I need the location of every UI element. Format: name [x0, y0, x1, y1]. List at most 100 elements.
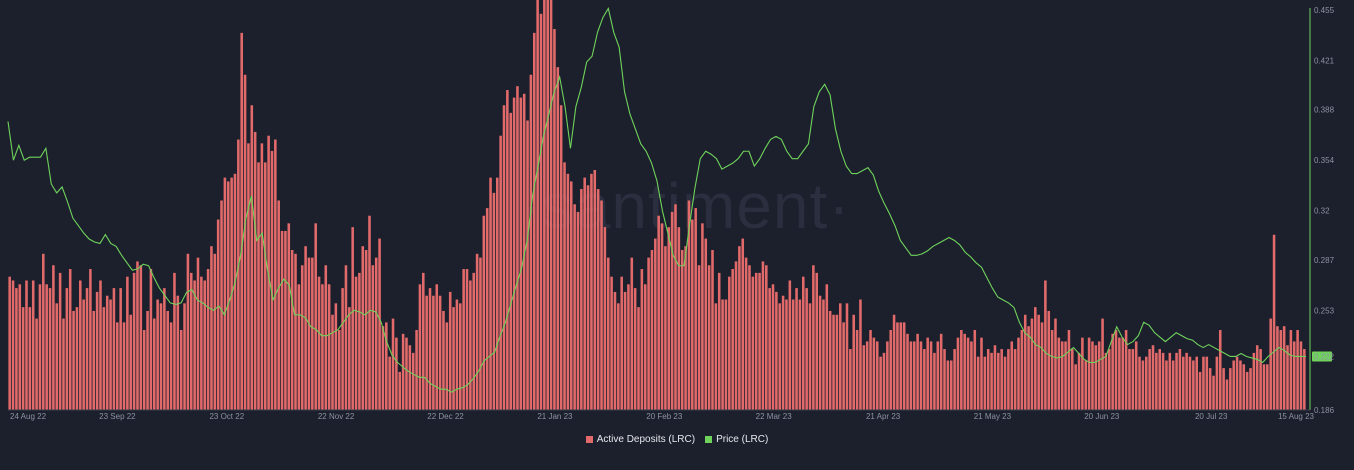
- deposit-bar: [1165, 360, 1168, 410]
- deposit-bar: [872, 337, 876, 410]
- deposit-bar: [203, 280, 206, 410]
- deposit-bar: [993, 345, 997, 410]
- deposit-bar: [485, 208, 489, 410]
- deposit-bar: [65, 288, 69, 410]
- deposit-bar: [1245, 371, 1249, 410]
- deposit-bar: [956, 337, 960, 410]
- deposit-bar: [929, 341, 933, 410]
- deposit-bar: [1148, 349, 1151, 410]
- deposit-bar: [1027, 326, 1030, 410]
- deposit-bar: [802, 276, 805, 410]
- deposit-bar: [640, 269, 644, 410]
- y-tick-label: 0.253: [1314, 306, 1335, 315]
- x-tick-label: 23 Sep 22: [99, 412, 136, 421]
- deposit-bar: [512, 97, 516, 411]
- legend-item-price[interactable]: Price (LRC): [705, 434, 768, 445]
- deposit-bar: [1192, 360, 1195, 410]
- deposit-bar: [1138, 356, 1141, 410]
- deposit-bar: [25, 280, 28, 410]
- deposit-bar: [18, 284, 22, 410]
- deposit-bar: [297, 284, 301, 410]
- deposit-bar: [52, 265, 55, 410]
- deposit-bar: [163, 288, 166, 410]
- deposit-bar: [31, 280, 35, 410]
- deposit-bar: [448, 291, 452, 410]
- deposit-bar: [926, 337, 929, 410]
- deposit-bar: [1208, 368, 1212, 410]
- deposit-bar: [1081, 337, 1084, 410]
- deposit-bar: [139, 265, 143, 410]
- deposit-bar: [1299, 341, 1303, 410]
- deposit-bar: [89, 269, 92, 410]
- deposit-bar: [744, 257, 748, 410]
- deposit-bar: [549, 0, 553, 410]
- deposit-bar: [422, 272, 425, 410]
- deposit-bar: [1071, 349, 1074, 410]
- deposit-bar: [1205, 356, 1209, 410]
- deposit-bar: [263, 162, 267, 410]
- deposit-bar: [1091, 341, 1094, 410]
- deposit-bar: [566, 173, 570, 410]
- deposit-bar: [1168, 352, 1172, 410]
- deposit-bar: [506, 90, 509, 410]
- deposit-bar: [122, 322, 126, 410]
- deposit-bar: [105, 295, 109, 410]
- deposit-bar: [808, 303, 812, 410]
- deposit-bar: [734, 261, 738, 410]
- x-axis-ticks: 24 Aug 22 23 Sep 22 23 Oct 22 22 Nov 22 22 D…: [10, 412, 1315, 421]
- deposit-bar: [933, 352, 936, 410]
- deposit-bar: [606, 257, 610, 410]
- deposit-bar: [1054, 318, 1057, 410]
- deposit-bar: [1212, 375, 1215, 410]
- deposit-bar: [176, 295, 180, 410]
- current-price-badge: 0.222: [1312, 351, 1335, 362]
- deposit-bar: [603, 227, 607, 410]
- deposit-bar: [1266, 364, 1269, 410]
- deposit-bar: [82, 299, 85, 410]
- deposit-bar: [822, 299, 825, 410]
- deposit-bar: [758, 272, 761, 410]
- deposit-bar: [475, 253, 479, 410]
- deposit-bar: [667, 227, 671, 410]
- deposit-bar: [21, 307, 25, 410]
- deposit-bar: [563, 162, 566, 410]
- deposit-bar: [701, 223, 704, 410]
- deposit-bar: [516, 86, 519, 410]
- deposit-bar: [916, 333, 919, 410]
- deposit-bar: [1108, 349, 1111, 410]
- deposit-bar: [859, 299, 862, 410]
- deposit-bar: [1215, 356, 1219, 410]
- deposit-bar: [304, 246, 307, 410]
- deposit-bar: [1151, 345, 1155, 410]
- deposit-bar: [674, 204, 677, 410]
- deposit-bar: [559, 105, 563, 411]
- deposit-bar: [173, 272, 176, 410]
- deposit-bar: [1155, 352, 1158, 410]
- deposit-bar: [35, 318, 38, 410]
- deposit-bar: [102, 307, 106, 410]
- deposit-bar: [865, 341, 869, 410]
- deposit-bar: [206, 269, 210, 410]
- deposit-bar: [738, 246, 741, 410]
- deposit-bar: [1222, 368, 1225, 410]
- deposit-bar: [949, 360, 953, 410]
- deposit-bar: [1249, 368, 1252, 410]
- deposit-bar: [153, 318, 156, 410]
- deposit-bar: [946, 360, 950, 410]
- deposit-bar: [210, 246, 213, 410]
- deposit-bar: [398, 371, 402, 410]
- deposit-bar: [1202, 356, 1205, 410]
- deposit-bar: [495, 177, 499, 410]
- deposit-bar: [169, 322, 173, 410]
- deposit-bar: [445, 322, 449, 410]
- deposit-bar: [361, 246, 365, 410]
- deposit-bar: [596, 189, 600, 410]
- deposit-bar: [818, 295, 822, 410]
- legend: Active Deposits (LRC) Price (LRC): [0, 434, 1354, 445]
- deposit-bar: [99, 280, 102, 410]
- deposit-bar: [919, 341, 923, 410]
- deposit-bar: [976, 356, 980, 410]
- legend-item-deposits[interactable]: Active Deposits (LRC): [585, 434, 695, 445]
- deposit-bar: [664, 246, 667, 410]
